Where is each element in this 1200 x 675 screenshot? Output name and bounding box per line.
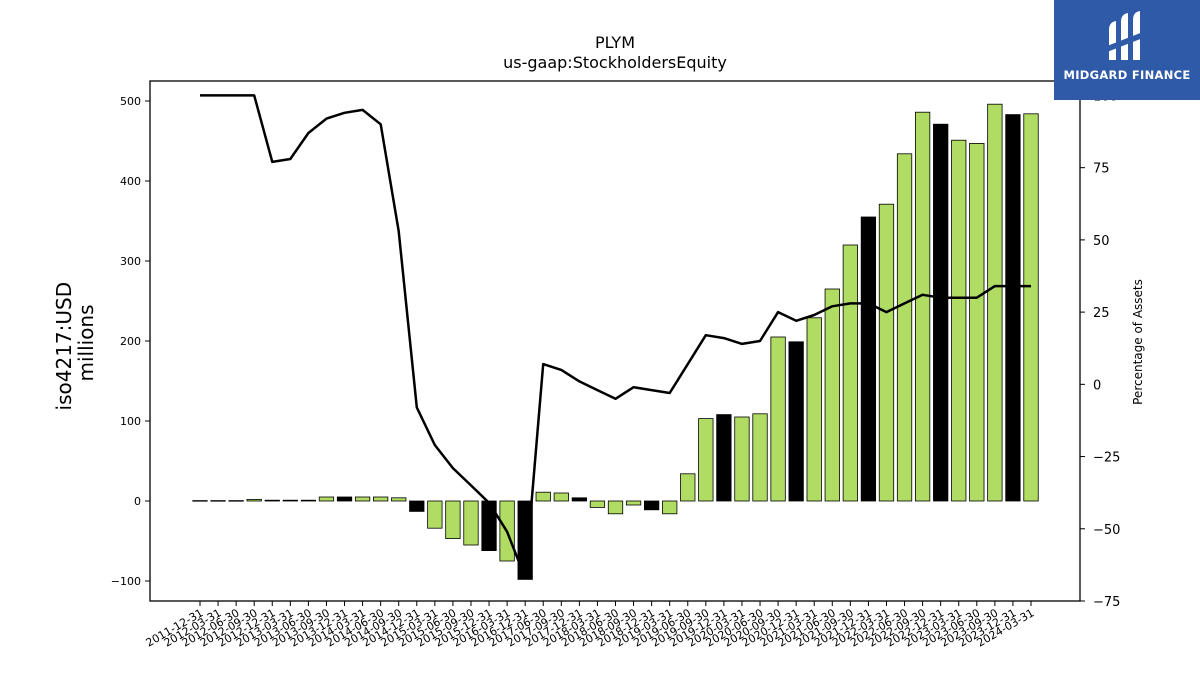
bar (842, 244, 858, 502)
bar (752, 413, 768, 502)
bar (336, 496, 353, 502)
midgard-finance-logo: MIDGARD FINANCE (1054, 0, 1200, 100)
bar (354, 496, 371, 502)
bar (1005, 114, 1021, 502)
bar (716, 414, 732, 502)
y-tick-label: 0 (134, 495, 141, 508)
y-tick-label: 300 (120, 255, 141, 268)
bar (445, 500, 461, 539)
y2-axis-label: Percentage of Assets (1131, 279, 1145, 405)
bar (860, 216, 877, 502)
bar (481, 500, 497, 551)
bar (933, 123, 949, 502)
bar (896, 153, 913, 502)
y2-tick-label: −50 (1093, 523, 1120, 538)
bars-group (192, 103, 1039, 580)
bar (553, 492, 569, 502)
bar (878, 203, 895, 502)
bar (1023, 113, 1039, 502)
bar (662, 500, 678, 515)
y-tick-label: 200 (120, 335, 141, 348)
bar (734, 416, 750, 502)
bar (951, 139, 967, 502)
bar (192, 500, 208, 502)
bar (391, 497, 407, 502)
bar (698, 418, 714, 502)
bar (770, 336, 786, 502)
chart-title: PLYM (595, 33, 635, 52)
y-axis-label: iso4217:USD millions (52, 276, 98, 411)
bar (680, 473, 696, 502)
bar (571, 497, 587, 502)
y2-tick-label: −75 (1093, 595, 1120, 610)
bar (607, 500, 624, 515)
bar (228, 500, 244, 502)
line-group (200, 94, 1031, 580)
y-tick-label: −100 (111, 575, 141, 588)
bar (969, 142, 985, 502)
chart-subtitle: us-gaap:StockholdersEquity (503, 53, 727, 72)
y2-tick-label: 25 (1093, 306, 1110, 321)
y2-tick-label: 0 (1093, 378, 1101, 393)
bar (824, 288, 840, 502)
bar (625, 500, 642, 506)
y2-tick-label: −25 (1093, 451, 1120, 466)
bar (987, 103, 1003, 502)
y2-axis: −75−50−250255075100 (1080, 89, 1120, 610)
bar (427, 500, 443, 529)
bar (373, 496, 389, 502)
bar (589, 500, 606, 508)
bar (535, 491, 551, 502)
series-line (200, 94, 1031, 580)
y-axis: −100 0 100 200 300 400 500 (111, 95, 150, 588)
bar (264, 499, 280, 502)
y-tick-label: 100 (120, 415, 141, 428)
y-tick-label: 500 (120, 95, 141, 108)
bar (644, 500, 660, 511)
bar (282, 499, 298, 502)
bar (318, 496, 335, 502)
bar (463, 500, 479, 546)
bar (210, 500, 226, 502)
bar (300, 499, 317, 502)
bar (246, 498, 262, 502)
bar (409, 500, 425, 512)
y2-tick-label: 50 (1093, 234, 1110, 249)
y2-tick-label: 75 (1093, 162, 1110, 177)
y-tick-label: 400 (120, 175, 141, 188)
x-axis: 2011-12-312012-03-312012-06-302012-09-30… (144, 601, 1037, 650)
bar (914, 111, 931, 502)
logo-mark-icon (1107, 11, 1143, 60)
logo-text: MIDGARD FINANCE (1063, 68, 1191, 82)
bar (806, 317, 822, 502)
bar (788, 341, 804, 502)
